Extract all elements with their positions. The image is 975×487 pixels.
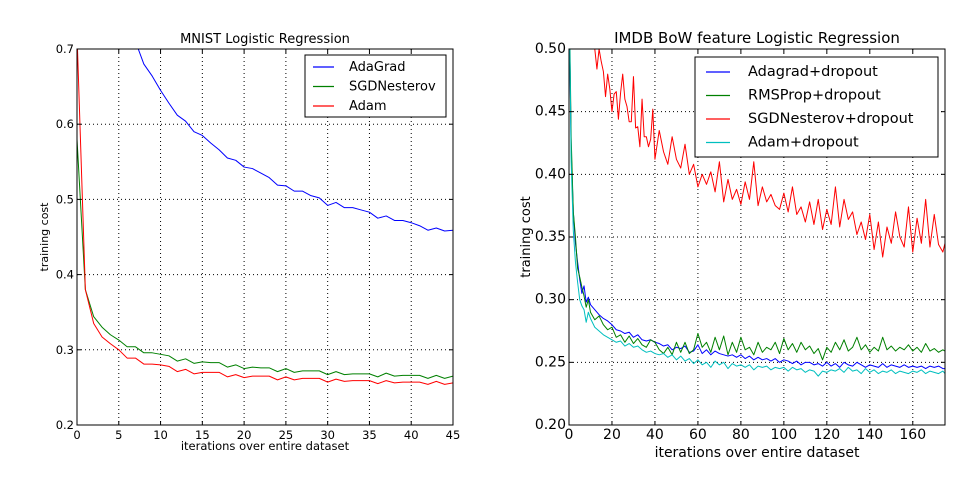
x-tick-label: 45 — [446, 428, 461, 442]
x-tick-label: 120 — [813, 427, 840, 443]
series-line-sgdnesterov-dropout — [594, 49, 945, 258]
x-tick-label: 35 — [362, 428, 377, 442]
y-tick-label: 0.45 — [535, 104, 566, 120]
legend-label-adam: Adam — [349, 99, 387, 114]
y-tick-label: 0.20 — [535, 417, 566, 433]
y-ticks: 0.2 0.3 0.4 0.5 0.6 0.7 — [56, 42, 453, 432]
x-axis-label: iterations over entire dataset — [655, 445, 860, 461]
y-tick-label: 0.6 — [56, 117, 74, 131]
x-tick-label: 25 — [279, 428, 294, 442]
x-tick-label: 20 — [237, 428, 252, 442]
legend-label-adam-dropout: Adam+dropout — [748, 135, 859, 151]
x-tick-label: 80 — [732, 427, 750, 443]
x-tick-label: 140 — [856, 427, 883, 443]
x-tick-label: 10 — [153, 428, 168, 442]
x-tick-label: 0 — [565, 427, 574, 443]
grid — [77, 49, 453, 425]
series-line-adagrad — [137, 49, 453, 232]
y-ticks: 0.20 0.25 0.30 0.35 0.40 0.45 0.50 — [535, 41, 945, 433]
imdb-chart: IMDB BoW feature Logistic Regression 0 20… — [519, 29, 946, 461]
legend-label-sgdnesterov: SGDNesterov — [349, 80, 436, 95]
series-line-adam-dropout — [569, 49, 945, 377]
y-axis-label: training cost — [38, 202, 51, 272]
series-line-adam — [77, 49, 453, 385]
x-tick-label: 40 — [646, 427, 664, 443]
y-tick-label: 0.4 — [56, 268, 74, 282]
y-tick-label: 0.25 — [535, 354, 566, 370]
legend: AdaGrad SGDNesterov Adam — [304, 54, 447, 118]
legend-label-rmsprop-dropout: RMSProp+dropout — [748, 88, 881, 104]
x-ticks: 0 20 40 60 80 100 120 140 160 — [565, 49, 926, 443]
legend: Adagrad+dropout RMSProp+dropout SGDNestero… — [694, 56, 939, 158]
legend-box — [694, 56, 939, 158]
x-tick-label: 30 — [320, 428, 335, 442]
y-tick-label: 0.7 — [56, 42, 74, 56]
chart-title: IMDB BoW feature Logistic Regression — [614, 29, 900, 47]
series-line-adagrad-dropout — [569, 49, 945, 370]
series-line-rmsprop-dropout — [569, 49, 945, 361]
x-ticks: 0 5 10 15 20 25 30 35 40 45 — [73, 49, 460, 442]
x-tick-label: 60 — [689, 427, 707, 443]
x-tick-label: 100 — [770, 427, 797, 443]
chart-title: MNIST Logistic Regression — [180, 32, 350, 47]
grid — [569, 49, 945, 425]
mnist-chart: MNIST Logistic Regression 0 5 10 15 20 25 30 35… — [38, 32, 460, 453]
x-tick-label: 40 — [404, 428, 419, 442]
x-tick-label: 5 — [115, 428, 122, 442]
series-line-sgdnesterov — [77, 139, 453, 379]
x-tick-label: 15 — [195, 428, 210, 442]
y-tick-label: 0.40 — [535, 166, 566, 182]
y-tick-label: 0.30 — [535, 292, 566, 308]
x-tick-label: 20 — [603, 427, 621, 443]
y-tick-label: 0.50 — [535, 41, 566, 57]
y-tick-label: 0.3 — [56, 343, 74, 357]
legend-label-adagrad-dropout: Adagrad+dropout — [748, 64, 878, 80]
y-tick-label: 0.5 — [56, 192, 74, 206]
legend-label-adagrad: AdaGrad — [349, 60, 406, 75]
x-tick-label: 0 — [73, 428, 80, 442]
y-axis-label: training cost — [519, 196, 534, 277]
series-layer — [569, 49, 945, 377]
legend-label-sgdnesterov-dropout: SGDNesterov+dropout — [748, 111, 914, 127]
plot-frame — [76, 48, 454, 426]
y-tick-label: 0.2 — [56, 418, 74, 432]
y-tick-label: 0.35 — [535, 229, 566, 245]
series-layer — [77, 49, 453, 385]
x-axis-label: iterations over entire dataset — [181, 439, 350, 453]
x-tick-label: 160 — [899, 427, 926, 443]
